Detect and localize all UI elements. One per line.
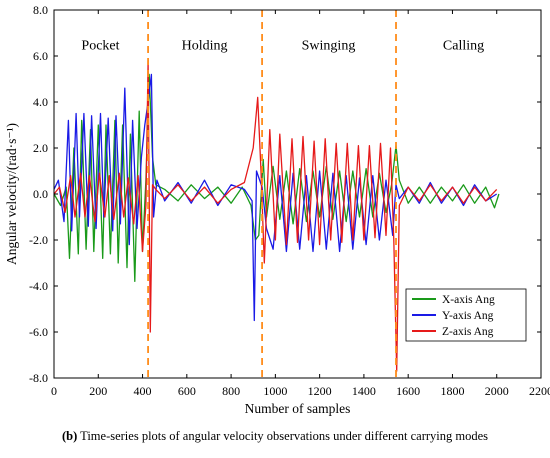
x-tick-label: 0 [51, 384, 57, 398]
mode-label-pocket: Pocket [81, 39, 119, 54]
legend-label: Z-axis Ang [442, 326, 494, 338]
x-tick-label: 1600 [396, 384, 420, 398]
y-tick-label: 2.0 [33, 141, 48, 155]
y-tick-label: 0.0 [33, 187, 48, 201]
y-axis-title: Angular velocity/(rad·s⁻¹) [4, 123, 19, 265]
legend-label: X-axis Ang [442, 294, 495, 306]
caption-text: Time-series plots of angular velocity ob… [77, 429, 489, 443]
series-line-1 [53, 73, 500, 283]
mode-label-swinging: Swinging [302, 39, 356, 54]
y-tick-label: 6.0 [33, 49, 48, 63]
legend-label: Y-axis Ang [442, 310, 494, 322]
x-tick-label: 400 [134, 384, 152, 398]
x-axis-title: Number of samples [245, 401, 351, 416]
x-tick-label: 2200 [529, 384, 550, 398]
mode-label-holding: Holding [182, 39, 228, 54]
caption-prefix: (b) [61, 429, 78, 443]
series-group [53, 59, 500, 372]
y-tick-label: -6.0 [29, 325, 48, 339]
y-tick-label: 4.0 [33, 95, 48, 109]
x-tick-label: 1400 [352, 384, 376, 398]
x-tick-label: 600 [178, 384, 196, 398]
legend: X-axis Ang Y-axis Ang Z-axis Ang [405, 288, 527, 342]
x-tick-label: 1800 [440, 384, 464, 398]
figure-caption: (b) Time-series plots of angular velocit… [0, 429, 550, 444]
y-tick-label: -8.0 [29, 371, 48, 385]
x-tick-label: 1200 [308, 384, 332, 398]
x-tick-label: 1000 [263, 384, 287, 398]
mode-label-calling: Calling [443, 39, 484, 54]
y-tick-label: -4.0 [29, 279, 48, 293]
y-tick-label: -2.0 [29, 233, 48, 247]
y-tick-label: 8.0 [33, 3, 48, 17]
x-tick-label: 800 [222, 384, 240, 398]
series-line-3 [53, 59, 498, 372]
series-line-2 [53, 73, 498, 322]
x-tick-label: 2000 [485, 384, 509, 398]
x-tick-label: 200 [89, 384, 107, 398]
